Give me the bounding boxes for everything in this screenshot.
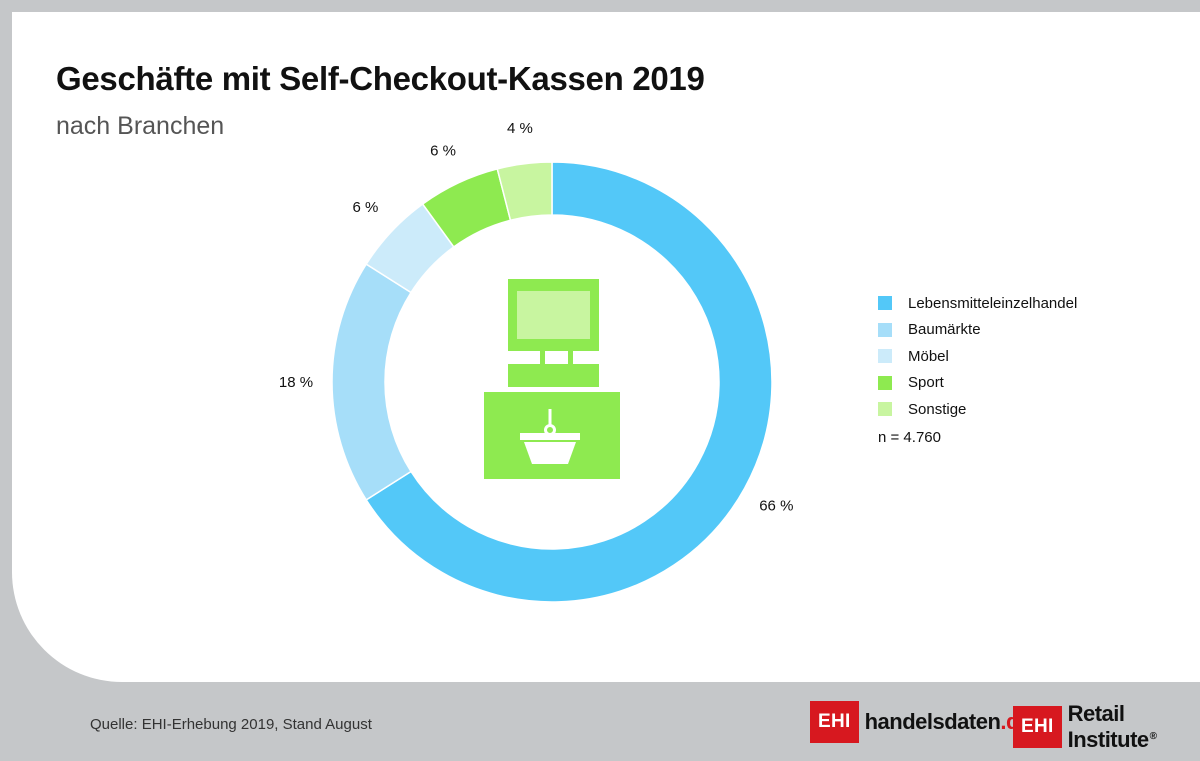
legend-swatch: [878, 296, 892, 311]
data-label-3: 6 %: [352, 199, 378, 216]
legend-item: Möbel: [878, 343, 1077, 370]
ehi-logo-box: EHI: [810, 701, 859, 743]
legend-swatch: [878, 375, 892, 390]
data-label-1: 66 %: [759, 497, 793, 514]
donut-slice-1: [365, 161, 773, 603]
legend-swatch: [878, 402, 892, 417]
legend-label: Möbel: [908, 347, 949, 365]
sample-size-note: n = 4.760: [878, 428, 941, 446]
legend-label: Sport: [908, 374, 944, 392]
legend-label: Baumärkte: [908, 321, 981, 339]
data-label-4: 6 %: [430, 142, 456, 159]
self-checkout-kiosk-icon: [484, 279, 620, 479]
retail-institute-wordmark: Retail Institute®: [1067, 701, 1157, 752]
retail-institute-logo: EHI Retail Institute®: [1013, 701, 1200, 753]
donut-slice-2: [331, 263, 413, 501]
chart-title: Geschäfte mit Self-Checkout-Kassen 2019: [56, 60, 705, 97]
legend-item: Sport: [878, 370, 1077, 397]
legend-item: Baumärkte: [878, 317, 1077, 344]
handelsdaten-wordmark: handelsdaten.de: [864, 709, 1032, 734]
chart-legend: Lebensmitteleinzelhandel Baumärkte Möbel Sp…: [878, 290, 1077, 446]
ehi-logo-box: EHI: [1013, 706, 1062, 748]
legend-swatch: [878, 322, 892, 337]
data-label-5: 4 %: [507, 120, 533, 137]
legend-item: Lebensmitteleinzelhandel: [878, 290, 1077, 317]
legend-item: Sonstige: [878, 396, 1077, 423]
donut-slice-5: [496, 161, 553, 222]
handelsdaten-logo: EHI handelsdaten.de: [810, 701, 1031, 743]
legend-label: Sonstige: [908, 400, 967, 418]
data-label-2: 18 %: [279, 374, 313, 391]
legend-swatch: [878, 349, 892, 364]
legend-label: Lebensmitteleinzelhandel: [908, 294, 1078, 312]
chart-subtitle: nach Branchen: [56, 112, 225, 140]
source-note: Quelle: EHI-Erhebung 2019, Stand August: [90, 716, 372, 733]
